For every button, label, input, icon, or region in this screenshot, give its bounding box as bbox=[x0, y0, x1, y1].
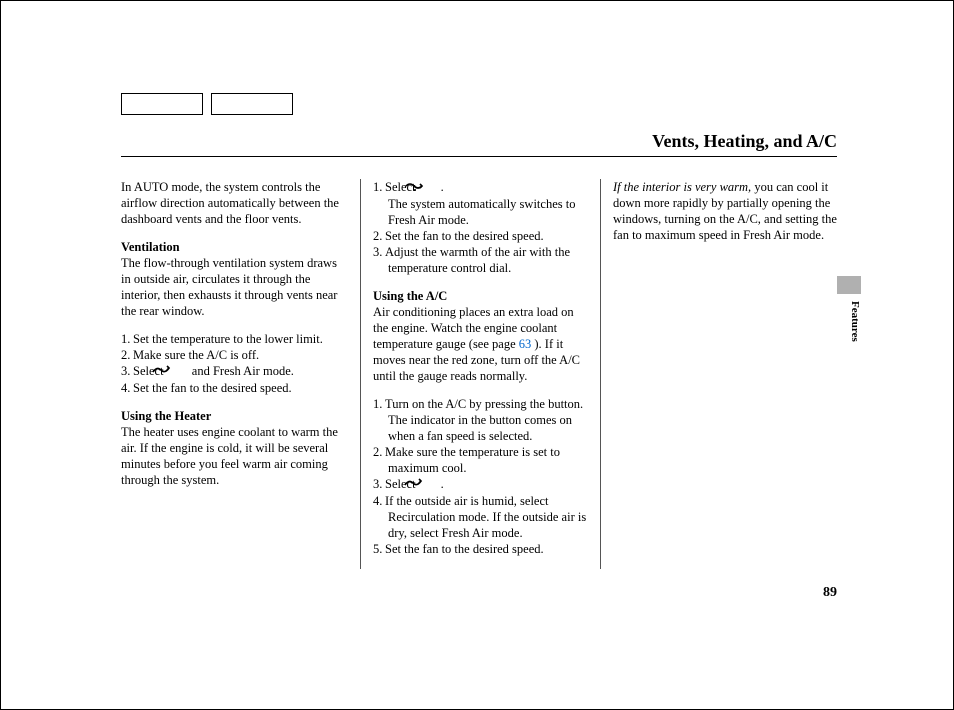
nav-box-1 bbox=[121, 93, 203, 115]
list-item: 2.Set the fan to the desired speed. bbox=[373, 228, 588, 244]
heater-steps: 1.Select . The system automatically swit… bbox=[373, 179, 588, 276]
list-item: 2.Make sure the A/C is off. bbox=[121, 347, 348, 363]
list-item: 5.Set the fan to the desired speed. bbox=[373, 541, 588, 557]
list-item: 1.Select . The system automatically swit… bbox=[373, 179, 588, 228]
intro-paragraph: In AUTO mode, the system controls the ai… bbox=[121, 179, 348, 227]
column-2: 1.Select . The system automatically swit… bbox=[361, 179, 601, 569]
page-link-63[interactable]: 63 bbox=[519, 337, 532, 351]
list-item: 1.Turn on the A/C by pressing the button… bbox=[373, 396, 588, 444]
list-item: 3.Select . bbox=[373, 476, 588, 493]
manual-page: Vents, Heating, and A/C In AUTO mode, th… bbox=[0, 0, 954, 710]
top-boxes bbox=[121, 93, 293, 115]
tip-paragraph: If the interior is very warm, you can co… bbox=[613, 179, 841, 243]
list-item: 4.If the outside air is humid, select Re… bbox=[373, 493, 588, 541]
ventilation-steps: 1.Set the temperature to the lower limit… bbox=[121, 331, 348, 396]
column-3: If the interior is very warm, you can co… bbox=[601, 179, 841, 569]
ac-paragraph: Air conditioning places an extra load on… bbox=[373, 304, 588, 384]
ac-steps: 1.Turn on the A/C by pressing the button… bbox=[373, 396, 588, 557]
heading-heater: Using the Heater bbox=[121, 408, 348, 424]
heater-paragraph: The heater uses engine coolant to warm t… bbox=[121, 424, 348, 488]
heading-ventilation: Ventilation bbox=[121, 239, 348, 255]
column-1: In AUTO mode, the system controls the ai… bbox=[121, 179, 361, 569]
list-item: 4.Set the fan to the desired speed. bbox=[121, 380, 348, 396]
list-item: 1.Set the temperature to the lower limit… bbox=[121, 331, 348, 347]
content-columns: In AUTO mode, the system controls the ai… bbox=[121, 179, 841, 569]
side-tab-label: Features bbox=[849, 301, 861, 342]
page-title: Vents, Heating, and A/C bbox=[652, 131, 837, 152]
vent-mode-icon bbox=[419, 477, 441, 493]
list-item: 3.Select and Fresh Air mode. bbox=[121, 363, 348, 380]
floor-mode-icon bbox=[419, 180, 441, 196]
list-item: 2.Make sure the temperature is set to ma… bbox=[373, 444, 588, 476]
list-item: 3.Adjust the warmth of the air with the … bbox=[373, 244, 588, 276]
heading-ac: Using the A/C bbox=[373, 288, 588, 304]
title-rule bbox=[121, 156, 837, 157]
ventilation-paragraph: The flow-through ventilation system draw… bbox=[121, 255, 348, 319]
nav-box-2 bbox=[211, 93, 293, 115]
vent-mode-icon bbox=[167, 364, 189, 380]
side-tab-marker bbox=[837, 276, 861, 294]
page-number: 89 bbox=[823, 585, 837, 601]
